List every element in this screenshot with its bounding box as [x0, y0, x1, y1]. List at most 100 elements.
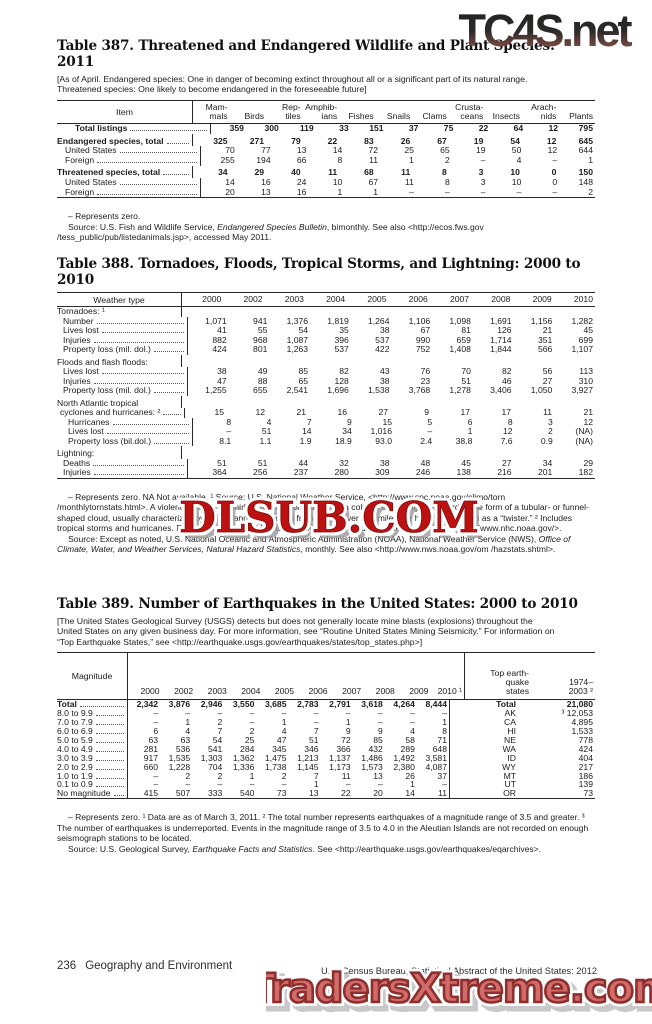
table-cell: 2 — [249, 725, 255, 736]
table-389-section: Table 389. Number of Earthquakes in the … — [57, 596, 595, 854]
table-cell: 1,303 — [200, 752, 223, 763]
column-header: Crusta- ceans — [455, 101, 484, 121]
table-cell: 37 — [437, 770, 447, 781]
table-cell: 540 — [240, 788, 255, 799]
table-cell: 8.1 — [219, 435, 232, 446]
table-cell: 1,228 — [168, 761, 191, 772]
table-cell: 8 — [442, 167, 447, 178]
table-cell: 71 — [437, 734, 447, 745]
column-header: 2006 — [308, 686, 328, 697]
table-cell: 14 — [302, 426, 312, 437]
table-cell: 346 — [304, 743, 319, 754]
row-values: 8.1 1.1 1.9 18.9 93.0 2.4 38.8 7.6 0.9 (NA) — [192, 435, 595, 447]
column-header: Rep- tiles — [281, 101, 301, 121]
table-cell: 4 — [266, 416, 272, 427]
table-cell: 16 — [261, 176, 271, 187]
table-cell: 38 — [379, 325, 390, 336]
table-cell: – — [444, 186, 450, 197]
table-cell: 644 — [578, 145, 593, 156]
table-cell: 655 — [253, 385, 268, 396]
dot-leader — [97, 162, 197, 164]
column-header: 2007 — [449, 294, 470, 304]
table-cell: – — [281, 707, 287, 718]
dot-leader — [97, 193, 197, 195]
top-state-cell: UT — [449, 780, 529, 790]
table-cell: 1,819 — [327, 315, 349, 326]
table-cell: 0 — [552, 176, 558, 187]
table-cell: – — [427, 426, 433, 437]
table-cell: 2,791 — [329, 698, 351, 709]
table-row: Tornadoes: ¹ — [57, 307, 595, 317]
table-cell: 32 — [339, 457, 349, 468]
row-values: 70 77 13 14 72 25 65 19 50 12 644 — [200, 145, 595, 157]
table-cell: 54 — [298, 325, 309, 336]
table-cell: 67 — [437, 135, 447, 146]
table-388-body: Tornadoes: ¹ Number 1,071 941 1,376 1,819 1,… — [57, 307, 595, 478]
table-cell: 8 — [337, 155, 343, 166]
row-label: Floods and flash floods: — [57, 357, 148, 367]
table-cell: 119 — [299, 123, 314, 134]
hist-count-cell: 139 — [578, 779, 593, 790]
table-cell: 25 — [244, 734, 255, 745]
table-row: 6.0 to 6.9 6 4 7 2 4 7 9 9 4 8 HI 1,533 — [57, 725, 595, 736]
table-cell: 1,844 — [490, 344, 512, 355]
table-cell: 8 — [507, 416, 513, 427]
table-cell: 4,264 — [393, 698, 415, 709]
table-cell: 4,087 — [425, 761, 447, 772]
table-cell: 364 — [212, 467, 227, 478]
table-cell: 645 — [578, 135, 593, 146]
table-cell: 22 — [341, 788, 351, 799]
table-cell: 8 — [442, 725, 447, 736]
table-cell: 1 — [185, 716, 191, 727]
row-label: Total listings — [75, 124, 128, 134]
column-header-top-states: Top earth- quake states — [464, 652, 531, 699]
dot-leader — [153, 392, 184, 394]
dot-leader — [163, 174, 189, 176]
table-cell: 1,264 — [367, 315, 390, 326]
column-header: 2000 — [202, 294, 222, 304]
table-cell: 1,145 — [297, 761, 319, 772]
row-values: 41 55 54 35 38 67 81 126 21 45 — [187, 326, 595, 336]
column-header: 2005 — [274, 686, 294, 697]
row-values: 424 801 1,263 537 422 752 1,408 1,844 566 1,107 — [187, 345, 595, 355]
table-cell: 10 — [511, 176, 522, 187]
table-cell: 11 — [328, 167, 338, 178]
table-cell: – — [153, 779, 159, 790]
column-header: 2009 — [532, 294, 552, 304]
table-cell: 1 — [373, 186, 379, 197]
table-cell: 85 — [298, 366, 309, 377]
table-cell: 4 — [516, 155, 522, 166]
row-label: Injuries — [63, 468, 91, 478]
table-cell: 752 — [415, 344, 431, 355]
table-cell: 26 — [400, 135, 411, 146]
dot-leader — [119, 183, 197, 185]
table-cell: 536 — [175, 743, 191, 754]
table-cell: 1,573 — [361, 761, 383, 772]
footnote-source: Source: U.S. Fish and Wildlife Service, … — [57, 221, 484, 243]
table-cell: 10 — [332, 176, 343, 187]
table-cell: 148 — [578, 176, 593, 187]
table-cell: 7 — [217, 725, 223, 736]
table-389-year-headers: 2000 2002 2003 2004 2005 2006 2007 2008 2009 2010… — [127, 652, 464, 699]
table-cell: 182 — [578, 467, 593, 478]
table-cell: – — [442, 779, 447, 790]
table-cell: 2,541 — [286, 385, 309, 396]
table-cell: 990 — [415, 334, 431, 345]
dot-leader — [95, 759, 124, 761]
table-cell: 359 — [229, 123, 244, 134]
table-cell: 3,768 — [408, 385, 431, 396]
column-header: Arach- nids — [531, 101, 557, 121]
table-cell: – — [313, 707, 319, 718]
row-label: 5.0 to 5.9 — [57, 735, 93, 745]
table-cell: 1,492 — [393, 752, 415, 763]
table-cell: 1,691 — [490, 315, 512, 326]
row-values — [181, 395, 595, 399]
table-cell: 1,278 — [449, 385, 471, 396]
table-cell: 1,535 — [168, 752, 191, 763]
table-cell: – — [249, 779, 255, 790]
table-cell: 1,213 — [297, 752, 319, 763]
table-row — [57, 165, 595, 169]
row-values: 255 194 66 8 11 1 2–4–1 — [200, 155, 595, 166]
table-cell: 34 — [542, 457, 553, 468]
table-388-footnotes: – Represents zero. NA Not available. ¹ S… — [57, 492, 595, 554]
